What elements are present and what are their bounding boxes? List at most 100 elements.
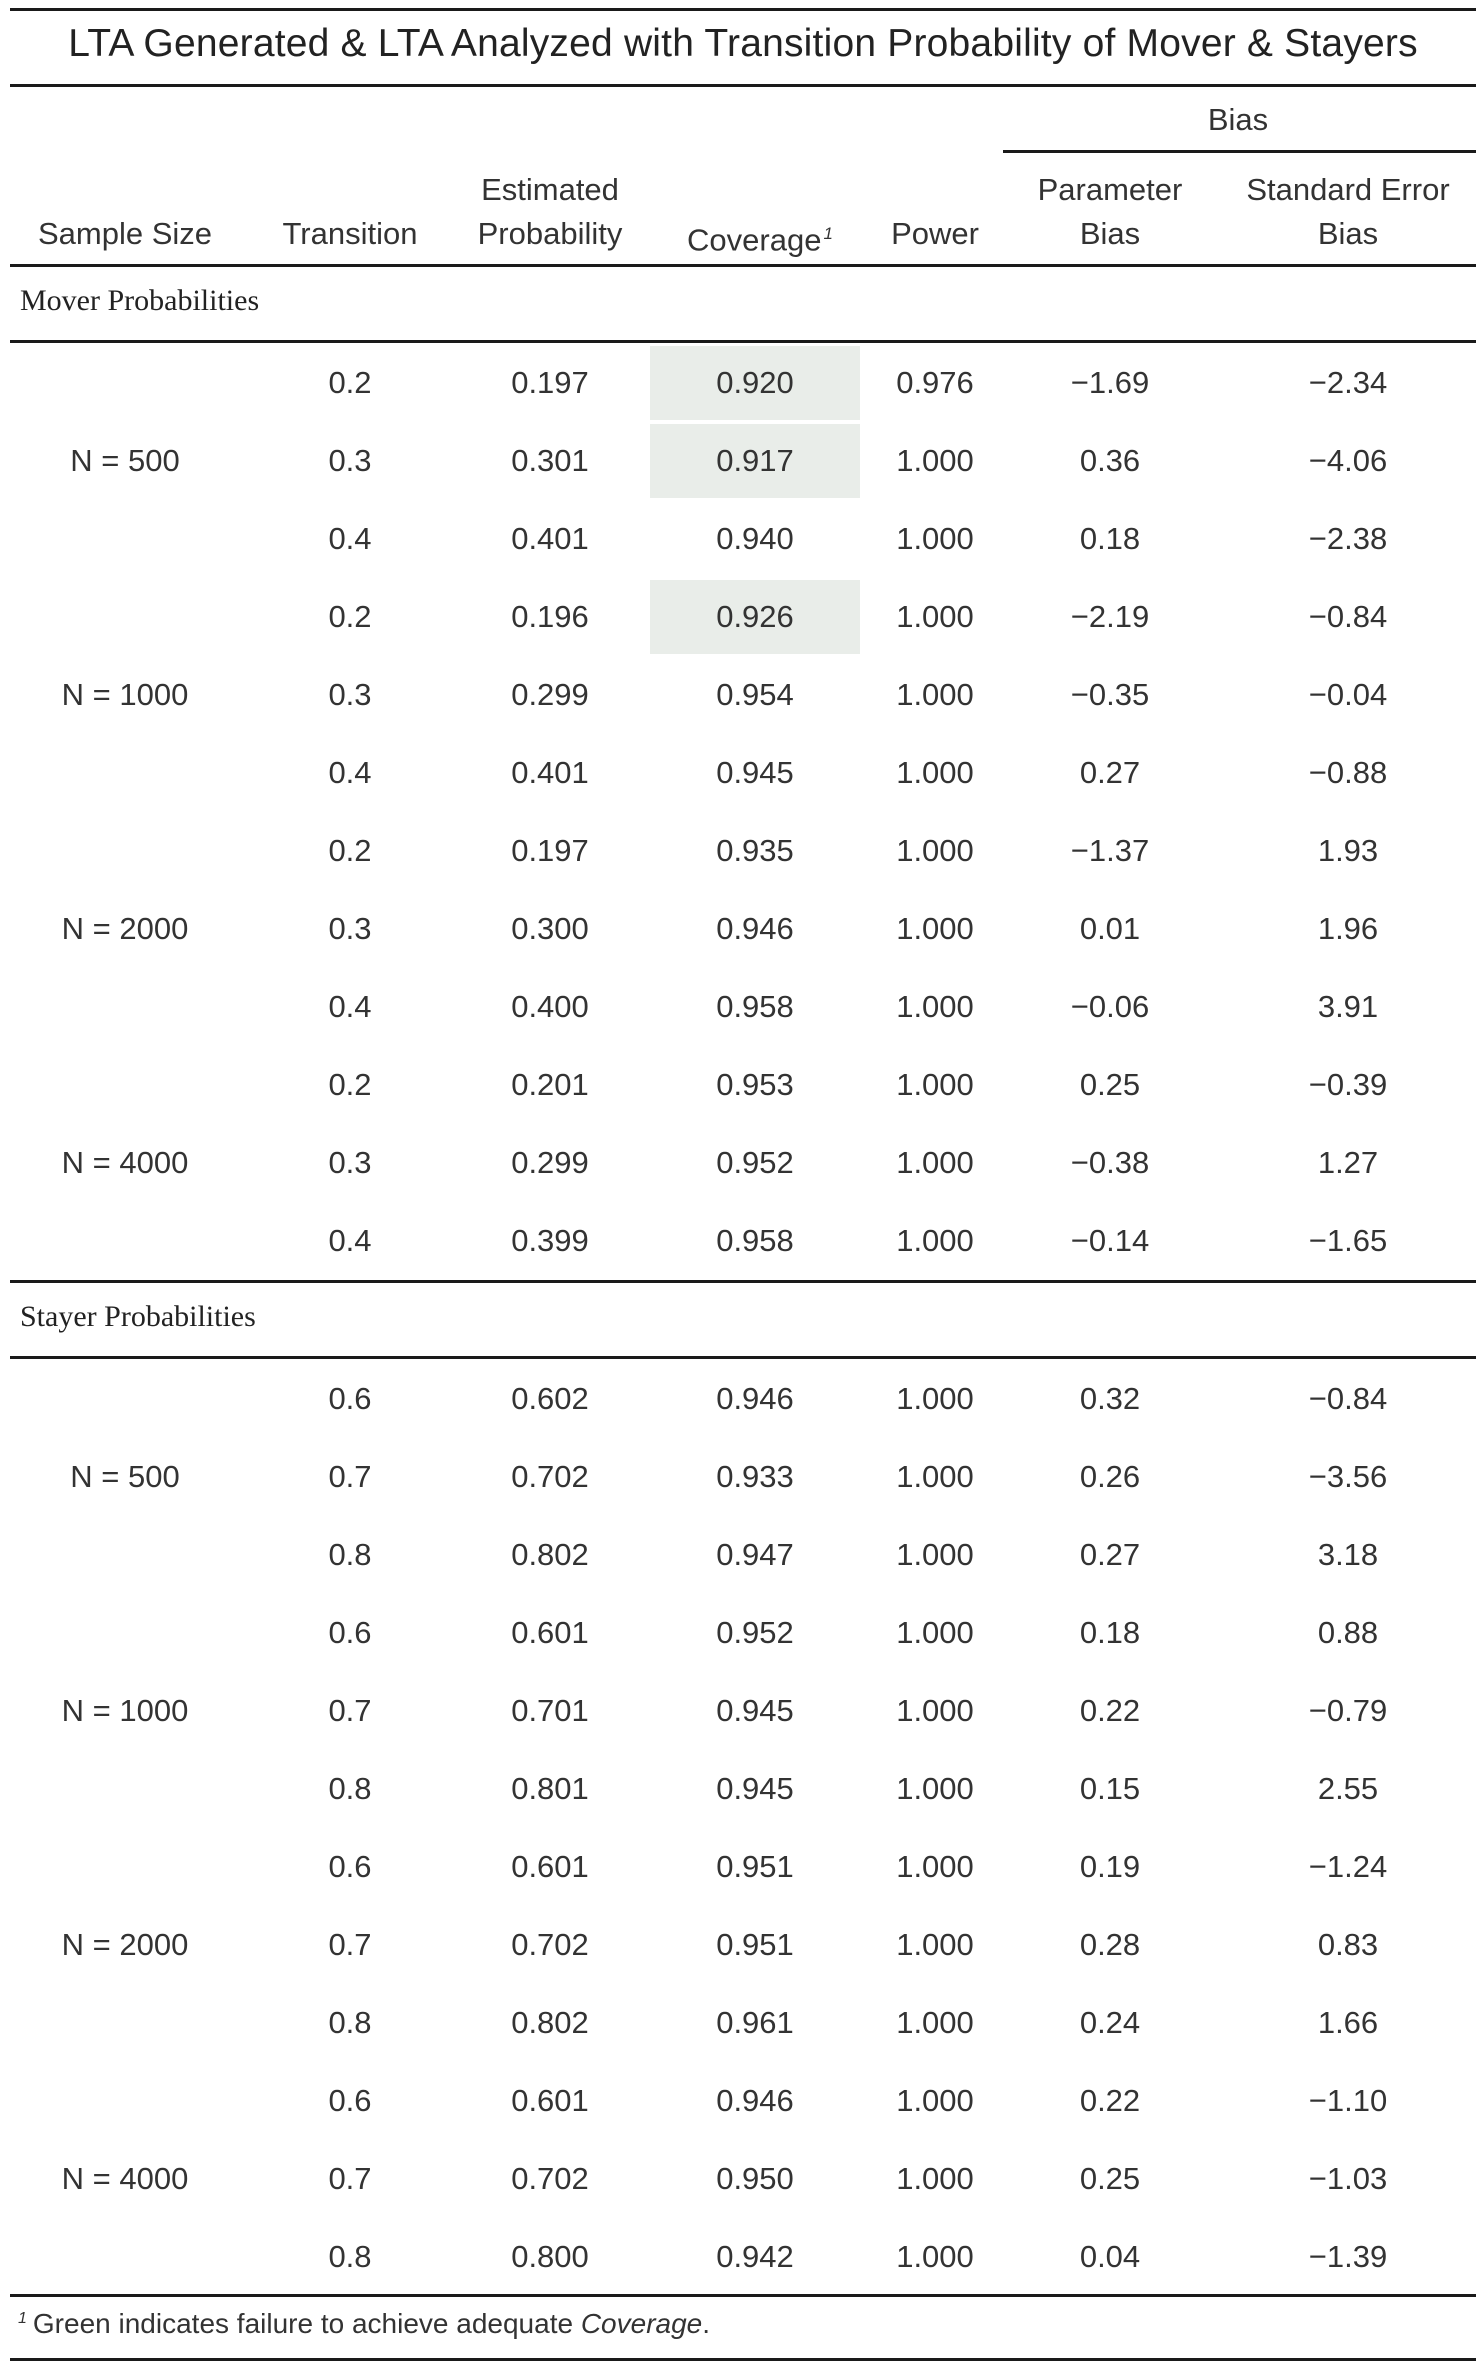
table-row: 0.3 0.299 0.952 1.000 −0.38 1.27 [10, 1124, 1476, 1202]
bottom-rule [10, 2294, 1476, 2297]
se-bias-cell: −1.39 [1308, 2239, 1388, 2274]
table-row: 0.7 0.702 0.933 1.000 0.26 −3.56 [10, 1438, 1476, 1516]
coverage-cell: 0.945 [716, 1693, 794, 1728]
power-cell: 1.000 [896, 521, 974, 556]
estimated-cell: 0.701 [511, 1693, 589, 1728]
se-bias-cell: −1.10 [1308, 2083, 1388, 2118]
power-cell: 1.000 [896, 1537, 974, 1572]
estimated-cell: 0.301 [511, 443, 589, 478]
col-power: Power [891, 216, 979, 251]
sample-size-label: N = 1000 [61, 677, 189, 712]
param-bias-cell: −1.37 [1070, 833, 1150, 868]
estimated-cell: 0.401 [511, 755, 589, 790]
se-bias-cell: −0.39 [1308, 1067, 1388, 1102]
table-row: 0.4 0.401 0.945 1.000 0.27 −0.88 [10, 734, 1476, 812]
power-cell: 1.000 [896, 677, 974, 712]
table-row: 0.8 0.801 0.945 1.000 0.15 2.55 [10, 1750, 1476, 1828]
col-transition: Transition [282, 216, 418, 251]
top-rule [10, 8, 1476, 11]
table-row: 0.2 0.196 0.926 1.000 −2.19 −0.84 [10, 578, 1476, 656]
coverage-cell: 0.935 [716, 833, 794, 868]
power-cell: 1.000 [896, 2161, 974, 2196]
transition-cell: 0.7 [328, 1459, 372, 1494]
table-row: 0.8 0.802 0.961 1.000 0.24 1.66 [10, 1984, 1476, 2062]
se-bias-cell: −0.04 [1308, 677, 1388, 712]
se-bias-cell: 2.55 [1317, 1771, 1379, 1806]
power-cell: 1.000 [896, 1459, 974, 1494]
se-bias-cell: 0.83 [1317, 1927, 1379, 1962]
param-bias-cell: 0.27 [1079, 1537, 1141, 1572]
sample-size-label: N = 1000 [61, 1693, 189, 1728]
transition-cell: 0.7 [328, 1927, 372, 1962]
title-rule [10, 84, 1476, 87]
se-bias-cell: −0.84 [1308, 599, 1388, 634]
table-row: 0.3 0.301 0.917 1.000 0.36 −4.06 [10, 422, 1476, 500]
transition-cell: 0.2 [328, 833, 372, 868]
table-row: 0.4 0.399 0.958 1.000 −0.14 −1.65 [10, 1202, 1476, 1280]
transition-cell: 0.8 [328, 2239, 372, 2274]
estimated-cell: 0.601 [511, 1615, 589, 1650]
estimated-cell: 0.401 [511, 521, 589, 556]
estimated-cell: 0.300 [511, 911, 589, 946]
transition-cell: 0.2 [328, 1067, 372, 1102]
col-estimated-line2: Probability [477, 216, 623, 251]
power-cell: 1.000 [896, 1849, 974, 1884]
transition-cell: 0.2 [328, 599, 372, 634]
transition-cell: 0.6 [328, 1615, 372, 1650]
param-bias-cell: −2.19 [1070, 599, 1150, 634]
se-bias-cell: −2.34 [1308, 365, 1388, 400]
section-label: Stayer Probabilities [20, 1300, 256, 1333]
param-bias-cell: 0.25 [1079, 1067, 1141, 1102]
param-bias-cell: 0.15 [1079, 1771, 1141, 1806]
power-cell: 1.000 [896, 2239, 974, 2274]
se-bias-cell: −2.38 [1308, 521, 1388, 556]
power-cell: 1.000 [896, 833, 974, 868]
transition-cell: 0.7 [328, 2161, 372, 2196]
se-bias-cell: 3.91 [1317, 989, 1379, 1024]
table-title: LTA Generated & LTA Analyzed with Transi… [68, 22, 1418, 65]
table-row: 0.6 0.601 0.952 1.000 0.18 0.88 [10, 1594, 1476, 1672]
table-row: 0.2 0.201 0.953 1.000 0.25 −0.39 [10, 1046, 1476, 1124]
transition-cell: 0.4 [328, 521, 372, 556]
param-bias-cell: 0.22 [1079, 2083, 1141, 2118]
coverage-cell: 0.940 [716, 521, 794, 556]
transition-cell: 0.3 [328, 443, 372, 478]
coverage-cell: 0.950 [716, 2161, 794, 2196]
coverage-cell: 0.946 [716, 911, 794, 946]
sample-size-label: N = 2000 [61, 1927, 189, 1962]
coverage-cell: 0.946 [716, 2083, 794, 2118]
section-label: Mover Probabilities [20, 284, 260, 317]
table-row: 0.2 0.197 0.935 1.000 −1.37 1.93 [10, 812, 1476, 890]
estimated-cell: 0.800 [511, 2239, 589, 2274]
col-sample-size: Sample Size [37, 216, 213, 251]
transition-cell: 0.6 [328, 2083, 372, 2118]
transition-cell: 0.3 [328, 911, 372, 946]
estimated-cell: 0.702 [511, 1459, 589, 1494]
power-cell: 1.000 [896, 1615, 974, 1650]
section-rule [10, 1280, 1476, 1283]
table-row: 0.3 0.299 0.954 1.000 −0.35 −0.04 [10, 656, 1476, 734]
sample-size-label: N = 2000 [61, 911, 189, 946]
coverage-cell: 0.958 [716, 1223, 794, 1258]
power-cell: 1.000 [896, 1067, 974, 1102]
se-bias-cell: −3.56 [1308, 1459, 1388, 1494]
table-row: 0.4 0.400 0.958 1.000 −0.06 3.91 [10, 968, 1476, 1046]
power-cell: 1.000 [896, 1693, 974, 1728]
estimated-cell: 0.299 [511, 677, 589, 712]
param-bias-cell: 0.18 [1079, 1615, 1141, 1650]
estimated-cell: 0.400 [511, 989, 589, 1024]
coverage-cell: 0.933 [716, 1459, 794, 1494]
estimated-cell: 0.802 [511, 1537, 589, 1572]
coverage-cell: 0.961 [716, 2005, 794, 2040]
param-bias-cell: 0.18 [1079, 521, 1141, 556]
table-row: 0.6 0.602 0.946 1.000 0.32 −0.84 [10, 1360, 1476, 1438]
se-bias-cell: 1.27 [1317, 1145, 1379, 1180]
se-bias-cell: −4.06 [1308, 443, 1388, 478]
power-cell: 1.000 [896, 1771, 974, 1806]
estimated-cell: 0.601 [511, 1849, 589, 1884]
header-rule [10, 264, 1476, 267]
power-cell: 1.000 [896, 1927, 974, 1962]
transition-cell: 0.6 [328, 1849, 372, 1884]
param-bias-cell: −0.35 [1070, 677, 1150, 712]
estimated-cell: 0.201 [511, 1067, 589, 1102]
